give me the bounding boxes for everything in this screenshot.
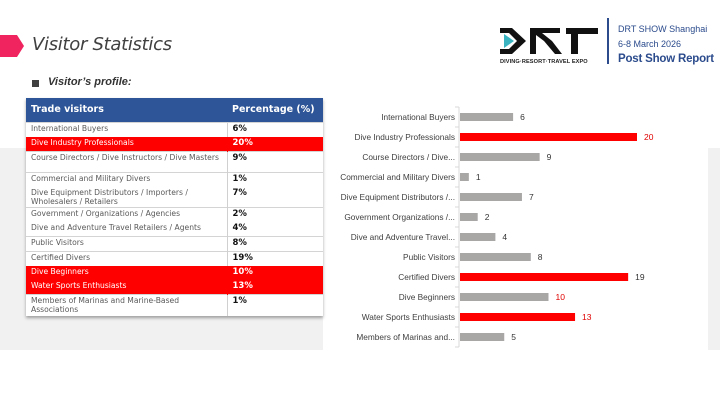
bar-value-label: 19	[635, 272, 645, 282]
bar	[460, 273, 629, 281]
percentage-cell: 8%	[226, 236, 323, 251]
page-title: Visitor Statistics	[32, 34, 172, 55]
visitor-type-cell: Dive Equipment Distributors / Importers …	[31, 187, 188, 206]
percentage-cell: 20%	[226, 136, 323, 151]
section-label: Visitor’s profile:	[48, 76, 132, 88]
bar	[460, 233, 496, 241]
bar-value-label: 8	[538, 252, 543, 262]
bar	[460, 113, 514, 121]
category-tick-label: Dive and Adventure Travel...	[351, 232, 455, 242]
table-row: Commercial and Military Divers 1%	[26, 171, 323, 187]
bar-value-label: 6	[520, 112, 525, 122]
percentage-cell: 19%	[226, 250, 323, 266]
table-row: Dive Industry Professionals 20%	[26, 136, 323, 151]
bar-value-label: 7	[529, 192, 534, 202]
percentage-cell: 10%	[226, 265, 323, 280]
visitor-type-cell: Certified Divers	[26, 250, 227, 266]
bar	[460, 133, 637, 141]
category-tick-label: Certified Divers	[398, 272, 455, 282]
bar-value-label: 5	[511, 332, 516, 342]
bar-value-label: 10	[556, 292, 566, 302]
title-arrow-marker	[0, 35, 24, 57]
table-row: Dive and Adventure Travel Retailers / Ag…	[26, 222, 323, 237]
bar-value-label: 1	[476, 172, 481, 182]
bar-value-label: 9	[547, 152, 552, 162]
visitor-type-cell: Course Directors / Dive Instructors / Di…	[26, 150, 227, 172]
percentage-cell: 13%	[226, 280, 323, 295]
category-tick-label: Commercial and Military Divers	[340, 172, 455, 182]
bar	[460, 153, 540, 161]
percentage-cell: 2%	[226, 207, 323, 222]
visitor-type-cell: Dive Industry Professionals	[26, 136, 227, 151]
percentage-cell: 6%	[226, 121, 323, 137]
table-row: Certified Divers 19%	[26, 250, 323, 266]
percentage-cell: 4%	[226, 222, 323, 237]
visitor-type-cell: Dive and Adventure Travel Retailers / Ag…	[31, 223, 201, 232]
visitor-type-cell: Public Visitors	[26, 236, 227, 251]
bar	[460, 313, 576, 321]
logo-tagline: DIVING·RESORT·TRAVEL EXPO	[500, 59, 588, 65]
category-tick-label: Dive Equipment Distributors /...	[341, 192, 455, 202]
bar-value-label: 4	[502, 232, 507, 242]
table-row: Public Visitors 8%	[26, 236, 323, 251]
visitor-type-cell: Water Sports Enthusiasts	[26, 280, 227, 295]
category-tick-label: Government Organizations /...	[344, 212, 455, 222]
category-tick-label: International Buyers	[381, 112, 455, 122]
table-row: International Buyers 6%	[26, 121, 323, 137]
table-row: Government / Organizations / Agencies 2%	[26, 207, 323, 222]
table-row: Dive Equipment Distributors / Importers …	[26, 186, 323, 208]
bar-value-label: 20	[644, 132, 654, 142]
percentage-cell: 1%	[226, 171, 323, 187]
visitor-type-cell: International Buyers	[26, 121, 227, 137]
table-row: Course Directors / Dive Instructors / Di…	[26, 150, 323, 172]
category-tick-label: Course Directors / Dive...	[362, 152, 455, 162]
table-row: Dive Beginners 10%	[26, 265, 323, 280]
bar	[460, 333, 505, 341]
bar	[460, 253, 531, 261]
background-panel-right	[708, 148, 720, 350]
table-header-row: Trade visitors Percentage (%)	[26, 98, 323, 122]
bar	[460, 193, 522, 201]
category-tick-label: Members of Marinas and...	[356, 332, 455, 342]
show-dates: 6-8 March 2026	[618, 39, 682, 49]
bar	[460, 173, 469, 181]
visitor-profile-table: Trade visitors Percentage (%) Internatio…	[26, 98, 323, 316]
show-name: DRT SHOW Shanghai	[618, 24, 708, 34]
column-header-trade-visitors: Trade visitors	[26, 98, 227, 122]
visitor-type-cell: Members of Marinas and Marine-Based Asso…	[26, 294, 227, 316]
bar-value-label: 2	[485, 212, 490, 222]
header-divider	[607, 18, 609, 64]
table-row: Water Sports Enthusiasts 13%	[26, 280, 323, 295]
drt-logo-mark	[500, 28, 598, 54]
category-tick-label: Public Visitors	[403, 252, 455, 262]
percentage-cell: 1%	[226, 294, 323, 316]
bar	[460, 213, 478, 221]
visitor-profile-bar-chart: International Buyers 6 Dive Industry Profe…	[340, 106, 654, 348]
column-header-percentage: Percentage (%)	[227, 98, 323, 122]
table-row: Members of Marinas and Marine-Based Asso…	[26, 294, 323, 316]
percentage-cell: 9%	[226, 150, 323, 172]
visitor-type-cell: Government / Organizations / Agencies	[26, 207, 227, 222]
category-tick-label: Dive Beginners	[399, 292, 455, 302]
square-bullet-icon	[32, 80, 39, 87]
drt-logo: DIVING·RESORT·TRAVEL EXPO	[500, 24, 600, 68]
percentage-cell: 7%	[226, 186, 323, 208]
visitor-type-cell: Dive Beginners	[26, 265, 227, 280]
visitor-type-cell: Commercial and Military Divers	[26, 171, 227, 187]
category-tick-label: Dive Industry Professionals	[354, 132, 455, 142]
report-title: Post Show Report	[618, 53, 714, 65]
bar-value-label: 13	[582, 312, 592, 322]
category-tick-label: Water Sports Enthusiasts	[362, 312, 455, 322]
bar	[460, 293, 549, 301]
